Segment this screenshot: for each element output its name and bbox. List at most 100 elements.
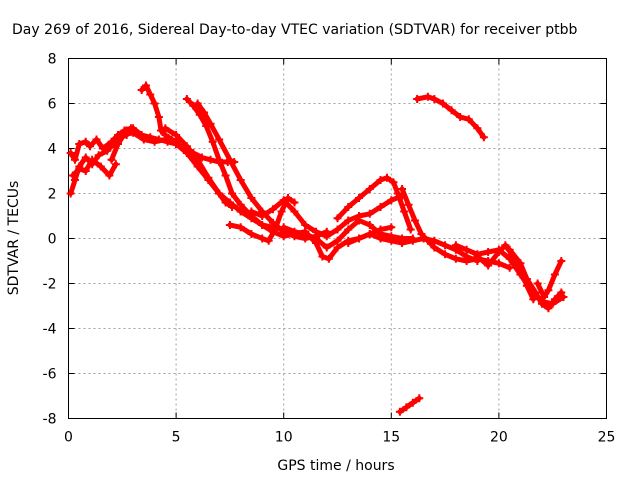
data-point	[208, 137, 217, 146]
data-point	[529, 295, 538, 304]
data-point	[344, 216, 353, 225]
data-point	[189, 101, 198, 110]
data-point	[456, 113, 465, 121]
data-point	[415, 394, 424, 403]
data-point	[544, 304, 553, 313]
data-point	[215, 189, 224, 198]
data-point	[395, 407, 404, 416]
data-point	[333, 214, 342, 223]
data-point	[462, 257, 471, 265]
data-point	[505, 245, 514, 254]
data-point	[494, 259, 503, 268]
data-point	[473, 252, 482, 261]
data-point	[417, 230, 426, 238]
data-point	[311, 239, 320, 247]
data-point	[206, 119, 215, 128]
data-point	[195, 110, 204, 119]
data-point	[221, 171, 230, 180]
data-point	[204, 173, 213, 182]
data-point	[408, 236, 417, 245]
y-tick-label: -6	[43, 367, 57, 383]
data-point	[215, 135, 224, 144]
data-point	[451, 254, 460, 263]
data-point	[355, 194, 364, 202]
x-axis: 0 5 10 15 20 25	[64, 58, 615, 446]
data-point	[182, 95, 191, 103]
data-point	[557, 288, 566, 297]
x-tick-label: 0	[64, 430, 73, 446]
data-point	[389, 178, 398, 187]
data-point	[271, 225, 280, 234]
data-point	[301, 221, 310, 229]
data-point	[464, 115, 473, 124]
data-point	[505, 263, 514, 272]
data-point	[311, 227, 320, 236]
data-point	[494, 248, 503, 256]
data-point	[247, 194, 256, 202]
data-point	[200, 108, 209, 117]
data-point	[279, 223, 288, 232]
data-point	[268, 205, 277, 214]
data-point	[365, 230, 374, 238]
data-point	[290, 227, 299, 236]
data-point	[258, 212, 267, 220]
x-tick-label: 5	[172, 430, 181, 446]
data-point	[447, 106, 456, 115]
data-point	[400, 207, 409, 216]
data-point	[68, 171, 77, 180]
data-point	[75, 164, 84, 173]
chart-title: Day 269 of 2016, Sidereal Day-to-day VTE…	[12, 22, 577, 38]
data-point	[322, 243, 331, 252]
data-point	[86, 142, 95, 151]
data-point	[182, 142, 191, 151]
data-point	[355, 216, 364, 225]
data-point	[111, 160, 120, 169]
data-point	[333, 243, 342, 252]
x-tick-label: 10	[275, 430, 293, 446]
x-tick-label: 15	[382, 430, 400, 446]
data-point	[501, 241, 510, 250]
data-point	[559, 293, 568, 301]
data-point	[236, 200, 245, 209]
data-point	[118, 131, 127, 139]
data-point	[423, 92, 432, 101]
data-point	[105, 171, 114, 180]
data-point	[387, 223, 396, 232]
data-point	[96, 162, 105, 171]
data-point	[279, 196, 288, 205]
data-point	[81, 137, 90, 146]
y-tick-label: 4	[48, 142, 57, 158]
y-tick-label: 2	[48, 187, 57, 203]
data-point	[365, 221, 374, 229]
y-tick-label: 0	[48, 232, 57, 248]
x-axis-label: GPS time / hours	[277, 458, 394, 474]
data-point	[290, 207, 299, 216]
data-point	[137, 86, 146, 94]
y-tick-label: 8	[48, 52, 57, 68]
data-point	[406, 225, 415, 234]
data-point	[206, 155, 215, 164]
data-point	[92, 135, 101, 144]
data-point	[172, 131, 181, 139]
data-point	[290, 198, 299, 207]
data-point	[284, 194, 293, 202]
data-point	[408, 398, 417, 407]
data-point	[522, 275, 531, 283]
data-point	[410, 216, 419, 225]
data-point	[228, 189, 237, 198]
data-point	[193, 99, 202, 108]
data-point	[365, 209, 374, 218]
data-point	[550, 270, 559, 279]
data-point	[438, 99, 447, 108]
data-point	[537, 299, 546, 308]
data-point	[301, 227, 310, 236]
data-point	[484, 261, 493, 270]
data-point	[430, 95, 439, 103]
data-point	[236, 207, 245, 216]
data-point	[236, 223, 245, 232]
series-group	[66, 81, 568, 416]
data-point	[441, 250, 450, 259]
data-point	[376, 203, 385, 211]
data-point	[531, 288, 540, 297]
